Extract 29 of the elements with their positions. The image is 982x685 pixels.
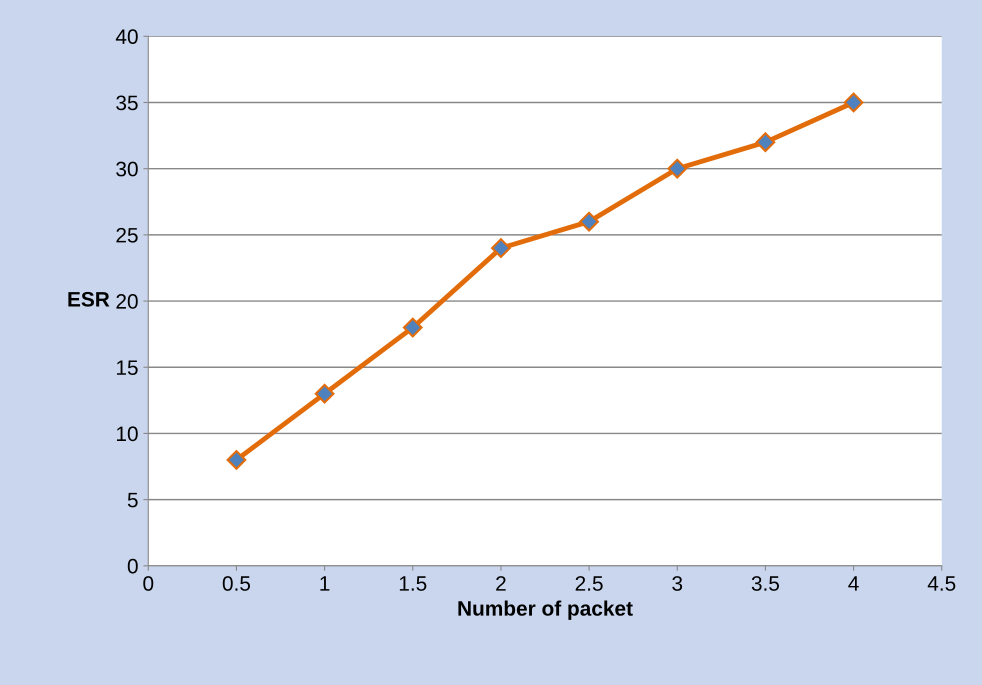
point [226, 450, 246, 470]
x-tick-label: 2 [496, 576, 506, 591]
x-tick-label: 1.5 [400, 576, 426, 591]
point [579, 212, 599, 232]
x-tick-label: 3 [672, 576, 682, 591]
point [491, 238, 511, 258]
point [402, 318, 423, 338]
x-tick-label: 4 [848, 576, 859, 591]
x-tick-label: 4.5 [928, 576, 956, 591]
point [756, 132, 776, 152]
y-tick-label: 30 [116, 162, 138, 176]
point [314, 384, 334, 404]
y-tick-label: 10 [116, 426, 138, 442]
x-axis-title: Number of packet [458, 600, 633, 620]
point [844, 92, 864, 112]
y-tick-label: 25 [116, 228, 138, 243]
y-tick-label: 35 [116, 95, 138, 110]
y-tick-label: 0 [128, 558, 138, 574]
x-tick-label: 3.5 [752, 576, 780, 591]
x-tick-label: 1 [320, 576, 330, 591]
y-tick-label: 40 [116, 29, 138, 44]
point [667, 158, 688, 179]
y-axis-title: ESR [68, 292, 110, 307]
y-tick-label: 5 [128, 492, 138, 508]
y-tick-label: 15 [116, 360, 138, 375]
x-tick-label: 2.5 [576, 576, 603, 591]
y-tick-label: 20 [116, 294, 138, 309]
x-tick-label: 0.5 [222, 576, 250, 591]
x-tick-label: 0 [143, 576, 154, 591]
